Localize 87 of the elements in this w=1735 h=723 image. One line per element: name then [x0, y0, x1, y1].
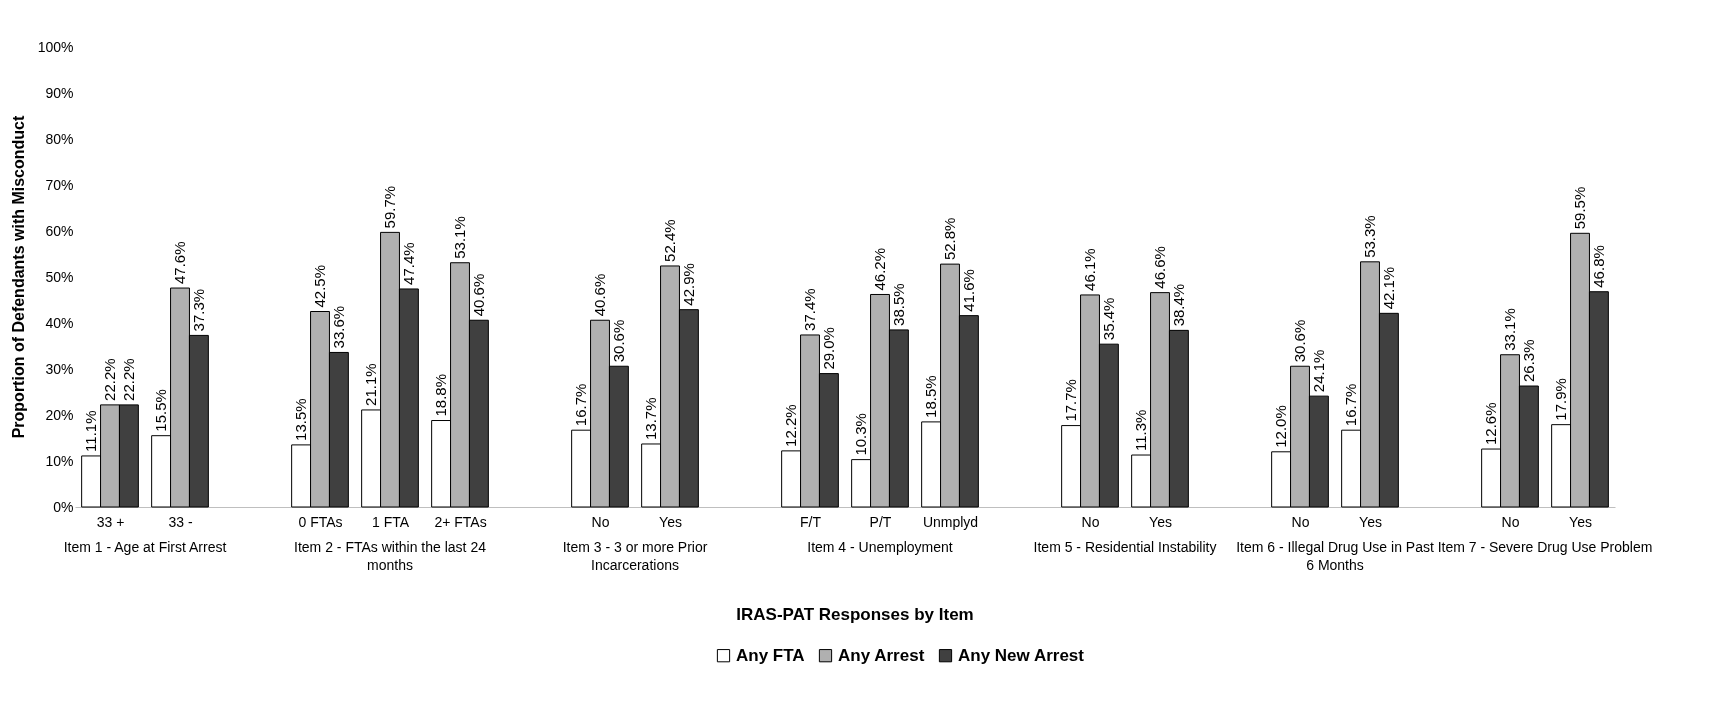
text: Item 2 - FTAs within the last 24 months [294, 539, 487, 573]
x-tick-label: P/T [869, 513, 892, 530]
data-label: 40.6% [469, 273, 487, 317]
data-label: 26.3% [1519, 339, 1537, 383]
data-label: 10.3% [852, 413, 870, 456]
x-tick-label: Yes [1569, 513, 1592, 530]
y-tick-label: 0% [53, 498, 74, 515]
x-tick-label: 0 FTAs [298, 513, 343, 530]
data-label: 37.4% [801, 288, 818, 331]
x-tick-label: F/T [800, 513, 822, 530]
data-label: 52.4% [661, 219, 678, 262]
x-tick-label: Yes [1149, 513, 1172, 530]
legend-label: Any New Arrest [958, 645, 1085, 665]
data-label: 38.5% [889, 283, 907, 326]
data-label: 18.8% [432, 373, 450, 417]
y-tick-label: 20% [45, 406, 74, 423]
data-label: 42.9% [679, 263, 697, 306]
data-label: 16.7% [572, 383, 590, 427]
data-label: 53.1% [451, 216, 468, 259]
data-label: 40.6% [591, 273, 608, 317]
y-tick-label: 100% [37, 38, 74, 55]
data-label: 33.6% [329, 305, 347, 349]
x-tick-label: 1 FTA [371, 513, 410, 530]
data-label: 18.5% [922, 375, 940, 418]
data-label: 46.8% [1589, 245, 1607, 288]
data-label: 17.9% [1552, 378, 1570, 421]
data-label: 21.1% [362, 363, 380, 406]
x-tick-label: 33 - [168, 513, 193, 530]
text: Item 6 - Illegal Drug Use in Past 6 Months [1236, 539, 1434, 573]
y-tick-label: 10% [45, 452, 74, 469]
data-label: 47.6% [171, 241, 188, 285]
y-tick-label: 30% [45, 360, 74, 377]
data-label: 59.7% [381, 185, 398, 229]
data-label: 30.6% [609, 319, 627, 363]
x-tick-label: No [1501, 513, 1520, 530]
y-tick-label: 40% [45, 314, 74, 331]
y-tick-label: 90% [45, 84, 74, 101]
data-label: 30.6% [1291, 319, 1308, 363]
data-label: 52.8% [941, 217, 958, 261]
data-label: 37.3% [189, 288, 207, 332]
data-label: 24.1% [1309, 349, 1327, 393]
data-label: 46.6% [1151, 246, 1168, 289]
x-tick-label: No [591, 513, 610, 530]
text: Item 4 - Unemployment [807, 539, 953, 555]
data-label: 11.3% [1132, 409, 1150, 452]
x-axis-title: IRAS-PAT Responses by Item [736, 605, 974, 624]
data-label: 41.6% [959, 269, 977, 312]
x-tick-label: Yes [659, 513, 682, 530]
y-tick-label: 70% [45, 176, 74, 193]
x-tick-label: Yes [1359, 513, 1382, 530]
legend-label: Any FTA [736, 645, 805, 665]
data-label: 59.5% [1571, 186, 1588, 230]
data-label: 42.5% [311, 264, 328, 308]
text: Item 3 - 3 or more Prior Incarcerations [562, 539, 708, 573]
data-label: 46.1% [1081, 248, 1098, 291]
y-tick-label: 80% [45, 130, 74, 147]
data-label: 15.5% [152, 389, 170, 432]
x-tick-label: Unmplyd [922, 513, 979, 530]
data-label: 47.4% [399, 242, 417, 285]
data-label: 29.0% [819, 327, 837, 370]
data-label: 13.7% [642, 397, 660, 440]
data-label: 17.7% [1062, 379, 1080, 422]
data-label: 33.1% [1501, 308, 1518, 351]
y-tick-label: 60% [45, 222, 74, 239]
data-label: 46.2% [871, 247, 888, 291]
data-label: 53.3% [1361, 215, 1378, 258]
y-axis-title: Proportion of Defendants with Misconduct [10, 115, 27, 439]
text: Item 7 - Severe Drug Use Problem [1437, 539, 1653, 555]
text: Item 5 - Residential Instability [1033, 539, 1217, 555]
data-label: 38.4% [1169, 283, 1187, 327]
x-tick-label: No [1081, 513, 1100, 530]
data-label: 13.5% [292, 398, 310, 441]
data-label: 12.0% [1272, 405, 1290, 448]
text: Item 1 - Age at First Arrest [63, 539, 227, 555]
x-tick-label: No [1291, 513, 1310, 530]
data-label: 12.6% [1482, 402, 1500, 446]
data-label: 11.1% [82, 410, 100, 452]
y-tick-label: 50% [45, 268, 74, 285]
data-label: 12.2% [782, 404, 800, 447]
x-tick-label: 33 + [96, 513, 125, 530]
data-label: 35.4% [1099, 297, 1117, 341]
data-label: 22.2% [101, 358, 118, 401]
data-label: 42.1% [1379, 266, 1397, 310]
data-label: 16.7% [1342, 383, 1360, 427]
legend-label: Any Arrest [838, 645, 925, 665]
data-label: 22.2% [119, 358, 137, 401]
x-tick-label: 2+ FTAs [434, 513, 487, 530]
